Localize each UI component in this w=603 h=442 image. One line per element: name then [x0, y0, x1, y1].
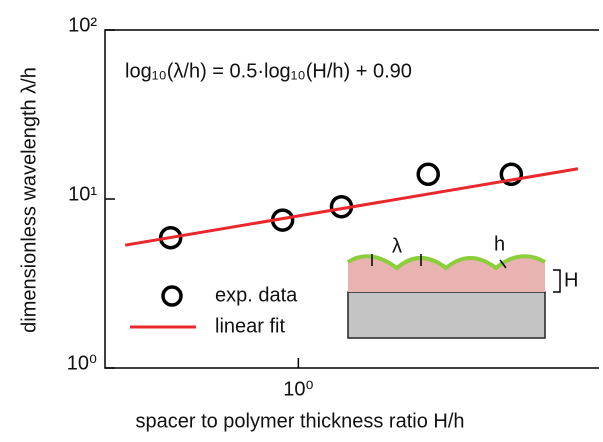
inset-label: H	[564, 269, 578, 291]
y-tick-label: 10²	[68, 14, 97, 36]
data-point	[416, 162, 440, 187]
y-tick-label: 10⁰	[67, 352, 97, 374]
legend-label: exp. data	[215, 284, 298, 306]
fit-line	[124, 167, 579, 247]
legend-swatch	[161, 285, 183, 307]
x-axis-label: spacer to polymer thickness ratio H/h	[135, 410, 464, 432]
inset: λ h H	[346, 233, 578, 339]
inset-mark	[553, 269, 561, 293]
legend-label: linear fit	[215, 315, 285, 337]
y-axis-label: dimensionless wavelength λ/h	[18, 67, 40, 333]
inset-polymer	[348, 256, 545, 292]
inset-substrate	[347, 291, 546, 339]
x-tick-label: 10⁰	[283, 378, 313, 400]
inset-label: λ	[392, 235, 402, 257]
inset-mark	[499, 259, 507, 269]
inset-surface	[346, 254, 546, 271]
y-tick-label: 10¹	[68, 183, 97, 205]
inset-label: h	[494, 233, 505, 255]
annotation: log₁₀(λ/h) = 0.5·log₁₀(H/h) + 0.90	[125, 60, 412, 82]
